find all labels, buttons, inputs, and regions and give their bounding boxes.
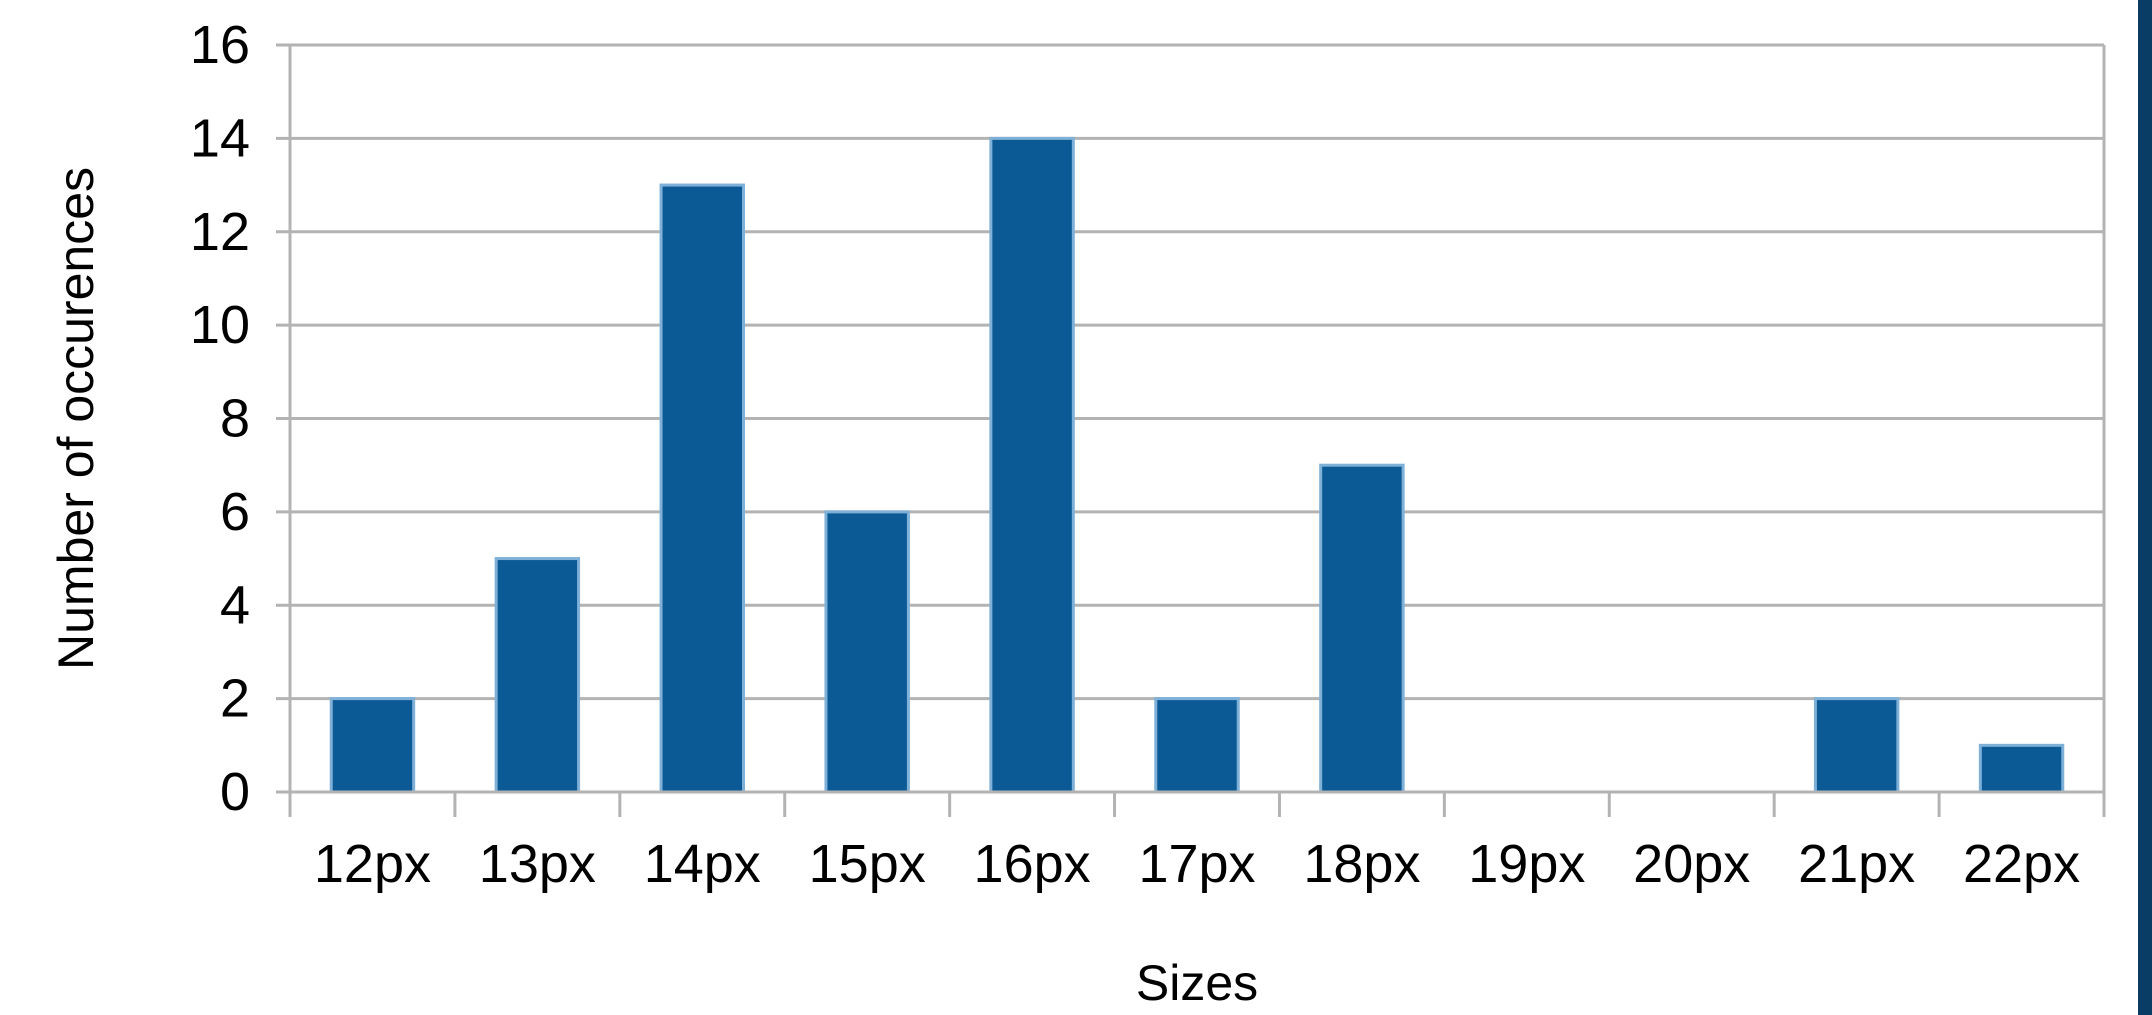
x-tick-label: 21px: [1798, 834, 1915, 894]
bar-12px: [329, 697, 416, 794]
right-edge-strip: [2138, 0, 2152, 1015]
x-tick-label: 16px: [974, 834, 1091, 894]
x-tick-label: 12px: [314, 834, 431, 894]
bar-13px: [494, 557, 581, 794]
x-tick-label: 13px: [479, 834, 596, 894]
bar-series: [329, 136, 2065, 794]
x-tick-label: 20px: [1633, 834, 1750, 894]
x-axis-title: Sizes: [1136, 955, 1258, 1011]
bar-15px: [824, 510, 910, 794]
y-tick-label: 6: [220, 482, 250, 542]
bar-16px: [989, 136, 1075, 794]
bar-22px: [1978, 743, 2065, 794]
x-tick-label: 15px: [809, 834, 926, 894]
y-axis-title: Number of occurences: [48, 167, 104, 670]
x-tick-label: 19px: [1468, 834, 1585, 894]
y-tick-label: 12: [190, 202, 250, 262]
bar-21px: [1813, 697, 1900, 794]
grid-lines: [276, 43, 2104, 794]
x-tick-label: 17px: [1138, 834, 1255, 894]
bar-14px: [659, 183, 746, 794]
tick-labels: 0 2 4 6 8 10 12 14 16 12px 13px 14px 15px 16px 17px 18p…: [190, 15, 2080, 894]
bar-18px: [1319, 463, 1405, 794]
y-tick-label: 2: [220, 669, 250, 729]
y-tick-label: 14: [190, 108, 250, 168]
y-tick-label: 4: [220, 575, 250, 635]
x-tick-label: 14px: [644, 834, 761, 894]
axes: [276, 45, 2106, 817]
bar-17px: [1154, 697, 1240, 794]
y-tick-label: 0: [220, 762, 250, 822]
x-tick-label: 18px: [1303, 834, 1420, 894]
y-tick-label: 16: [190, 15, 250, 75]
y-tick-label: 8: [220, 389, 250, 449]
y-tick-label: 10: [190, 295, 250, 355]
x-tick-label: 22px: [1963, 834, 2080, 894]
